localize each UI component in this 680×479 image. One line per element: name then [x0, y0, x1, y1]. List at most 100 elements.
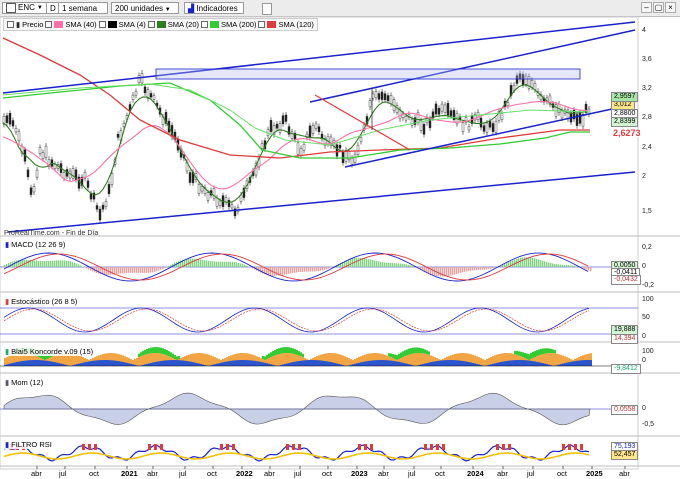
settings-icon[interactable]: [262, 3, 272, 15]
candle-body: [305, 133, 309, 138]
legend-item[interactable]: SMA (120): [258, 19, 314, 30]
candle-body: [215, 197, 219, 207]
koncorde-green-bar: [530, 353, 532, 359]
checkbox[interactable]: [147, 21, 155, 28]
macd-histogram-bar: [576, 266, 578, 267]
koncorde-orange-bar: [156, 353, 158, 366]
candle-body: [131, 94, 135, 100]
checkbox[interactable]: [98, 21, 106, 28]
minimize-icon[interactable]: –: [641, 2, 652, 13]
symbol-selector[interactable]: ENC ▼: [2, 2, 47, 14]
koncorde-blue-bar: [334, 362, 336, 366]
macd-histogram-bar: [236, 262, 238, 267]
macd-histogram-bar: [368, 259, 370, 267]
units-label: 200 unidades: [115, 4, 164, 13]
macd-histogram-bar: [280, 267, 282, 276]
checkbox[interactable]: [258, 21, 266, 28]
macd-histogram-bar: [122, 267, 124, 274]
macd-histogram-bar: [202, 259, 204, 267]
macd-histogram-bar: [92, 267, 94, 272]
mom-panel-label[interactable]: ▮ Mom (12): [3, 378, 46, 387]
koncorde-blue-bar: [238, 360, 240, 366]
macd-histogram-bar: [392, 263, 394, 267]
koncorde-blue-bar: [304, 360, 306, 366]
candle-body: [107, 184, 111, 194]
stoch-panel-label[interactable]: ▮ Estocástico (26 8 5): [3, 297, 80, 306]
blai-panel-label[interactable]: ▮ Blai5 Koncorde v.09 (15): [3, 347, 96, 356]
legend-label: SMA (4): [118, 20, 146, 29]
legend-item[interactable]: SMA (200): [201, 19, 256, 30]
koncorde-orange-bar: [132, 359, 134, 366]
koncorde-blue-bar: [376, 360, 378, 366]
koncorde-blue-bar: [578, 360, 580, 366]
koncorde-green-bar: [514, 350, 516, 355]
macd-histogram-bar: [216, 261, 218, 267]
koncorde-orange-bar: [504, 353, 506, 366]
koncorde-green-bar: [168, 351, 170, 357]
koncorde-blue-bar: [186, 361, 188, 366]
checkbox[interactable]: [45, 21, 53, 28]
macd-histogram-bar: [358, 257, 360, 267]
rsi-highlight: [436, 444, 439, 450]
candle-body: [41, 152, 45, 160]
legend-item[interactable]: ▮ Precio: [7, 19, 43, 30]
candle-body: [302, 143, 306, 151]
koncorde-orange-bar: [466, 353, 468, 366]
macd-histogram-bar: [534, 258, 536, 267]
koncorde-green-bar: [262, 356, 264, 360]
rsi-highlight: [562, 444, 565, 450]
koncorde-blue-bar: [568, 362, 570, 366]
candle-body: [104, 201, 108, 207]
filtro-panel-label[interactable]: ▮ FILTRO RSI: [3, 440, 54, 449]
units-selector[interactable]: 200 unidades ▼: [111, 2, 179, 14]
koncorde-blue-bar: [62, 364, 64, 366]
indicators-button[interactable]: ▟ Indicadores: [184, 2, 244, 14]
candle-body: [8, 113, 12, 125]
macd-histogram-bar: [26, 259, 28, 267]
koncorde-blue-bar: [430, 362, 432, 366]
koncorde-blue-bar: [480, 364, 482, 366]
koncorde-orange-bar: [368, 353, 370, 366]
koncorde-orange-bar: [144, 354, 146, 366]
koncorde-orange-bar: [202, 353, 204, 366]
koncorde-blue-bar: [164, 360, 166, 366]
koncorde-orange-bar: [84, 358, 86, 366]
legend-item[interactable]: SMA (20): [147, 19, 199, 30]
candle-body: [92, 192, 96, 200]
koncorde-green-bar: [172, 353, 174, 359]
checkbox[interactable]: [7, 21, 14, 28]
koncorde-blue-bar: [54, 362, 56, 366]
macd-histogram-bar: [326, 267, 328, 270]
close-icon[interactable]: ×: [665, 2, 676, 13]
macd-histogram-bar: [238, 262, 240, 267]
koncorde-blue-bar: [574, 361, 576, 366]
koncorde-green-bar: [300, 352, 302, 357]
koncorde-green-bar: [284, 347, 286, 354]
legend-item[interactable]: SMA (40): [45, 19, 97, 30]
maximize-icon[interactable]: ▢: [653, 2, 664, 13]
price-scale-label: 2: [642, 173, 646, 180]
koncorde-blue-bar: [222, 362, 224, 366]
koncorde-orange-bar: [462, 353, 464, 366]
macd-panel-label[interactable]: ▮ MACD (12 26 9): [3, 240, 68, 249]
koncorde-blue-bar: [218, 363, 220, 366]
mom-scale-label: -0,5: [642, 421, 655, 428]
koncorde-blue-bar: [328, 361, 330, 366]
sma-badge: 2,8399: [611, 117, 639, 127]
koncorde-blue-bar: [368, 360, 370, 366]
legend-item[interactable]: SMA (4): [98, 19, 146, 30]
koncorde-blue-bar: [584, 360, 586, 366]
macd-histogram-bar: [306, 267, 308, 272]
koncorde-blue-bar: [42, 360, 44, 366]
macd-histogram-bar: [36, 260, 38, 267]
macd-histogram-bar: [114, 267, 116, 275]
rsi-highlight: [580, 444, 583, 450]
candle-body: [275, 123, 279, 129]
macd-histogram-bar: [112, 267, 114, 275]
checkbox[interactable]: [201, 21, 209, 28]
macd-histogram-bar: [482, 267, 484, 270]
candle-body: [419, 120, 423, 131]
koncorde-blue-bar: [342, 365, 344, 366]
macd-histogram-bar: [268, 267, 270, 276]
